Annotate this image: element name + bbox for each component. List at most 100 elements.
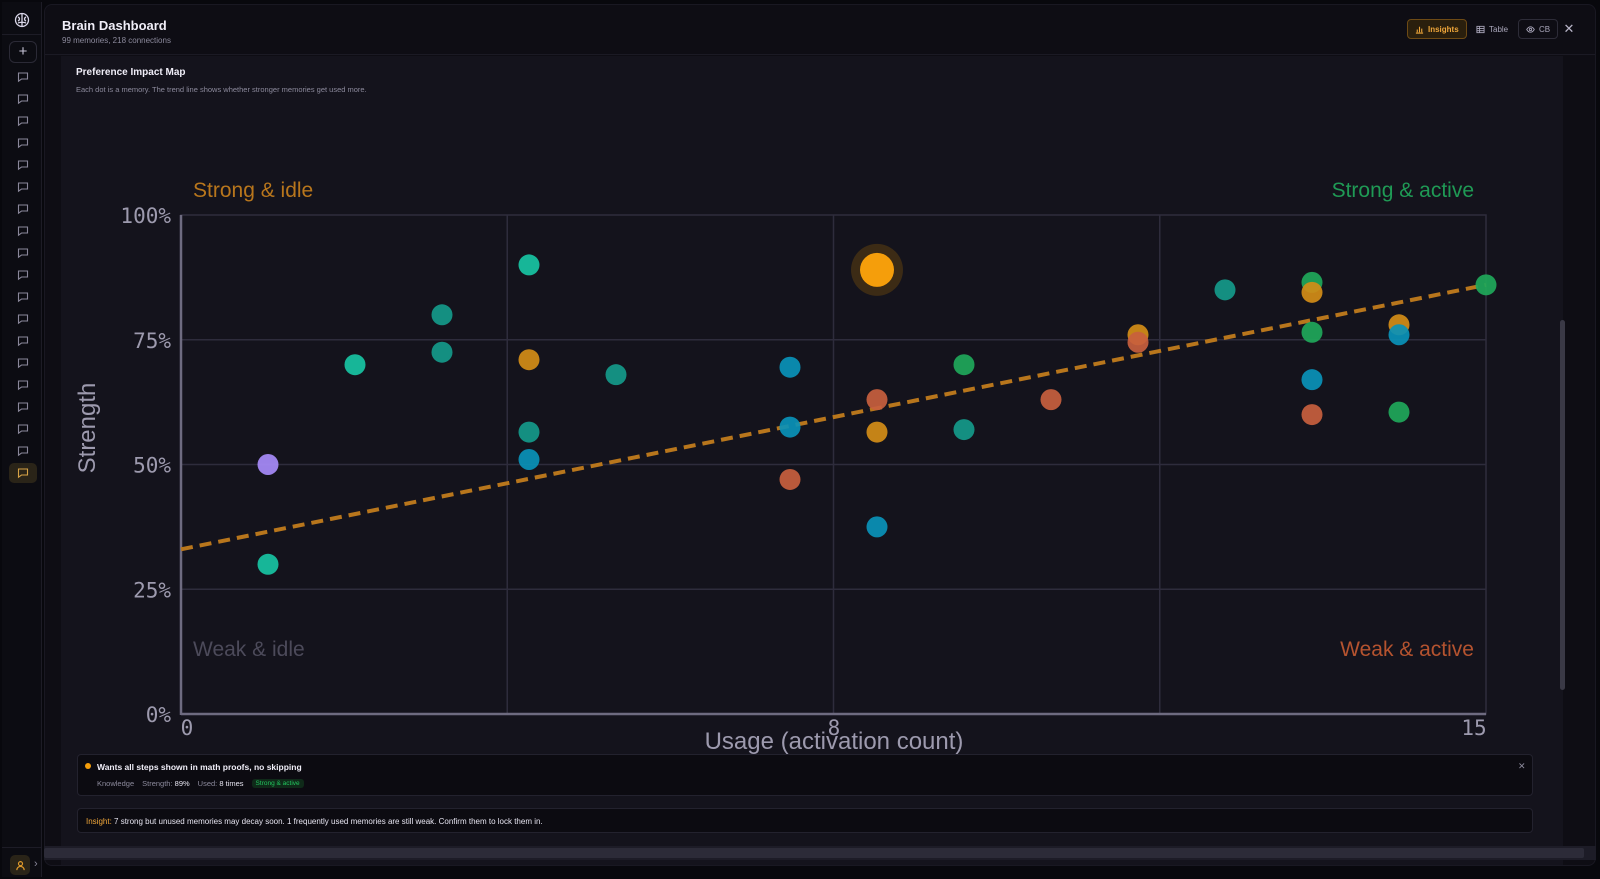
chat-bubble-icon — [17, 204, 29, 215]
y-tick-label: 25% — [133, 578, 171, 602]
memory-strength: Strength: 89% — [142, 779, 190, 788]
chat-bubble-icon — [17, 270, 29, 281]
horizontal-scrollbar[interactable] — [44, 848, 1584, 858]
memory-dot[interactable] — [1214, 279, 1236, 301]
memory-dot[interactable] — [953, 354, 975, 376]
chat-bubble-icon — [17, 138, 29, 149]
sidebar-chat-item[interactable] — [9, 419, 37, 439]
table-button[interactable]: Table — [1469, 19, 1515, 39]
x-axis-label: Usage (activation count) — [705, 728, 964, 755]
chat-bubble-icon — [17, 182, 29, 193]
chat-bubble-icon — [17, 402, 29, 413]
eye-icon — [1526, 25, 1535, 33]
chat-bubble-icon — [17, 116, 29, 127]
memory-meta: Knowledge Strength: 89% Used: 8 times St… — [97, 779, 304, 788]
vertical-scrollbar[interactable] — [1560, 320, 1565, 690]
sidebar-chat-item[interactable] — [9, 177, 37, 197]
memory-dot[interactable] — [1301, 404, 1323, 426]
memory-dot[interactable] — [866, 421, 888, 443]
sidebar-chat-item[interactable] — [9, 243, 37, 263]
memory-dot[interactable] — [779, 416, 801, 438]
sidebar-chat-item[interactable] — [9, 353, 37, 373]
dashboard-header: Brain Dashboard 99 memories, 218 connect… — [45, 5, 1595, 55]
table-label: Table — [1489, 24, 1509, 34]
selected-memory-dot[interactable] — [860, 252, 894, 287]
sidebar-chat-item[interactable] — [9, 199, 37, 219]
memory-dot[interactable] — [1388, 401, 1410, 423]
y-axis-label: Strength — [74, 383, 101, 474]
quadrant-label-strong-idle: Strong & idle — [193, 179, 313, 202]
chat-bubble-icon — [17, 248, 29, 259]
chat-bubble-icon — [17, 292, 29, 303]
dashboard-subtitle: 99 memories, 218 connections — [62, 36, 171, 45]
memory-dot[interactable] — [1301, 321, 1323, 343]
insight-banner: Insight: 7 strong but unused memories ma… — [77, 808, 1533, 833]
dashboard-title: Brain Dashboard — [62, 18, 167, 33]
memory-dot[interactable] — [431, 341, 453, 363]
sidebar-chat-item[interactable] — [9, 133, 37, 153]
cb-toggle-button[interactable]: CB — [1518, 19, 1559, 39]
memory-dot[interactable] — [431, 304, 453, 326]
chat-bubble-icon — [17, 314, 29, 325]
sidebar-chat-item[interactable] — [9, 375, 37, 395]
memory-dot[interactable] — [518, 254, 540, 276]
insight-label: Insight: — [86, 817, 112, 826]
memory-dot[interactable] — [605, 364, 627, 386]
memory-dot[interactable] — [1127, 331, 1149, 353]
sidebar-chat-item[interactable] — [9, 265, 37, 285]
sidebar-chat-item[interactable] — [9, 441, 37, 461]
close-detail-icon[interactable]: ✕ — [1518, 761, 1526, 771]
sidebar-chat-item[interactable] — [9, 331, 37, 351]
memory-dot[interactable] — [1388, 324, 1410, 346]
user-avatar-button[interactable] — [10, 855, 30, 875]
table-icon — [1476, 25, 1485, 33]
memory-dot[interactable] — [518, 421, 540, 443]
chat-bubble-icon — [17, 226, 29, 237]
map-title: Preference Impact Map — [76, 67, 186, 78]
chat-bubble-icon — [17, 446, 29, 457]
chat-bubble-icon — [17, 94, 29, 105]
y-tick-label: 0% — [146, 703, 172, 727]
sidebar-chat-item[interactable] — [9, 287, 37, 307]
cb-label: CB — [1539, 24, 1551, 34]
chat-bubble-icon — [17, 468, 29, 479]
memory-dot[interactable] — [257, 454, 279, 475]
memory-dot[interactable] — [866, 389, 888, 411]
y-tick-label: 75% — [133, 329, 171, 353]
insights-button[interactable]: Insights — [1407, 19, 1467, 39]
memory-dot[interactable] — [953, 419, 975, 441]
memory-category: Knowledge — [97, 779, 135, 788]
sidebar-chat-item[interactable] — [9, 221, 37, 241]
memory-dot[interactable] — [518, 349, 540, 371]
quadrant-badge: Strong & active — [251, 779, 304, 788]
sidebar-chat-item[interactable] — [9, 89, 37, 109]
brain-logo-icon[interactable] — [13, 11, 31, 29]
memory-dot[interactable] — [1040, 389, 1062, 411]
memory-dot[interactable] — [1475, 274, 1497, 296]
x-tick-label: 15 — [1461, 716, 1486, 740]
memory-usage: Used: 8 times — [197, 779, 244, 788]
memory-dot[interactable] — [344, 354, 366, 376]
insights-content: Preference Impact Map Each dot is a memo… — [61, 56, 1563, 865]
sidebar-chat-item[interactable] — [9, 67, 37, 87]
x-tick-label: 0 — [181, 716, 194, 740]
quadrant-label-weak-active: Weak & active — [1340, 638, 1474, 661]
new-chat-button[interactable]: + — [9, 41, 37, 63]
sidebar-chat-item[interactable] — [9, 463, 37, 483]
dashboard-panel: Brain Dashboard 99 memories, 218 connect… — [44, 4, 1596, 866]
memory-dot[interactable] — [1301, 369, 1323, 391]
memory-dot[interactable] — [779, 356, 801, 378]
sidebar-chat-item[interactable] — [9, 155, 37, 175]
sidebar-chat-item[interactable] — [9, 397, 37, 417]
memory-dot[interactable] — [866, 516, 888, 538]
chat-bubble-icon — [17, 72, 29, 83]
expand-sidebar-icon[interactable]: › — [34, 858, 38, 870]
memory-dot[interactable] — [257, 553, 279, 575]
sidebar-chat-item[interactable] — [9, 111, 37, 131]
sidebar-chat-item[interactable] — [9, 309, 37, 329]
memory-dot[interactable] — [779, 468, 801, 490]
memory-dot[interactable] — [1301, 281, 1323, 303]
preference-impact-chart: Strong & idle Strong & active Weak & idl… — [61, 106, 1563, 761]
memory-dot[interactable] — [518, 449, 540, 471]
close-dashboard-icon[interactable]: ✕ — [1563, 21, 1575, 36]
